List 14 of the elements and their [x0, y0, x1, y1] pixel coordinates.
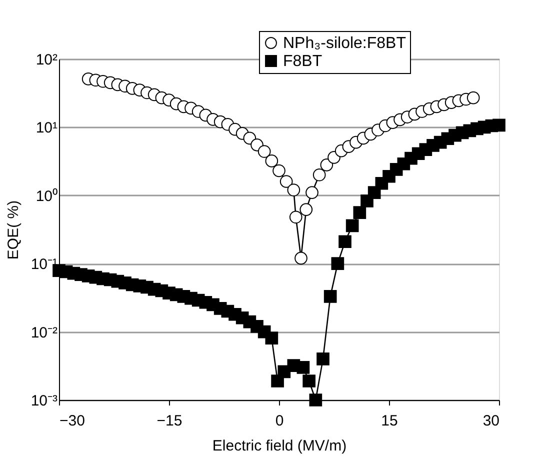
y-tick-label: 10⁰	[36, 188, 58, 205]
y-tick-label: 10⁻³	[30, 392, 58, 410]
y-tick-label: 10²	[36, 52, 58, 68]
x-axis-title: Electric field (MV/m)	[212, 438, 347, 454]
legend-label: NPh₃-silole:F8BT	[283, 35, 406, 52]
x-tick-label: −30	[60, 412, 85, 430]
x-tick-label: 15	[381, 412, 398, 430]
y-axis-title: EQE( %)	[4, 200, 22, 260]
y-tick-label: 10⁻²	[30, 324, 58, 342]
x-tick-label: −15	[156, 412, 182, 430]
x-tick-label: 0	[275, 412, 284, 430]
y-tick-label: 10¹	[36, 120, 58, 137]
x-tick-label: 30	[482, 412, 500, 430]
legend-label: F8BT	[283, 53, 322, 70]
